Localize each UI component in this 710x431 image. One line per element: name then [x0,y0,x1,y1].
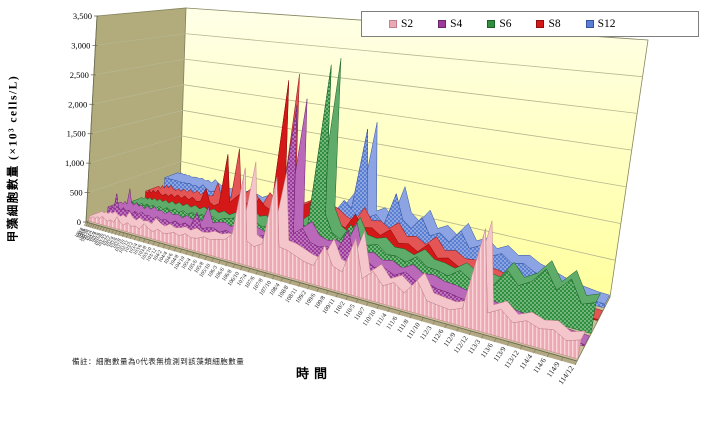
legend-swatch-s2 [389,20,397,28]
legend-label-s12: S12 [597,18,616,30]
y-tick-label: 1,500 [67,129,86,139]
legend-swatch-s8 [536,20,545,28]
x-tick-label: 103/6 [132,243,144,256]
legend-item-s8: S8 [536,18,561,30]
y-tick-label: 1,000 [65,158,84,168]
y-tick-label: 3,000 [71,40,90,50]
x-tick-label: 102/6 [109,237,120,250]
x-tick-label: 100/4 [74,227,85,239]
legend: S2 S4 S6 S8 S12 [361,11,699,37]
legend-swatch-s6 [487,20,496,28]
legend-item-s2: S2 [389,18,413,30]
x-tick-label: 102/2 [102,235,113,248]
x-tick-label: 103/4 [128,242,140,255]
y-axis-title: 甲藻細胞數量 (×10³ cells/L) [7,74,20,243]
x-tick-label: 100/6 [76,227,87,239]
y-tick-label: 500 [70,188,83,198]
legend-item-s6: S6 [487,18,511,30]
x-tick-label: 103/2 [123,241,135,254]
x-tick-label: 103/8 [137,244,149,257]
legend-swatch-s4 [438,20,447,28]
x-tick-label: 100/8 [78,228,89,240]
y-tick-label: 2,000 [68,99,87,109]
chart-footnote: 備註：細胞數量為0代表無檢測到該藻類細胞數量 [72,357,245,366]
legend-item-s4: S4 [438,18,462,30]
y-axis: 0 500 1,000 1,500 2,000 2,500 3,000 3,500 [65,11,99,227]
legend-item-s12: S12 [585,18,616,30]
y-tick-label: 0 [77,217,81,227]
x-tick-label: 102/4 [105,236,116,249]
x-tick-label: 102/8 [112,238,123,251]
legend-label-s8: S8 [548,18,561,30]
y-tick-label: 3,500 [73,11,92,21]
legend-label-s2: S2 [401,18,414,30]
x-tick-label: 101/4 [87,231,98,243]
legend-label-s4: S4 [450,18,463,30]
x-axis-title: 時間 [296,366,333,381]
x-tick-label: 101/2 [85,230,96,242]
x-tick-label: 101/8 [93,232,104,244]
legend-swatch-s12 [585,20,594,28]
y-tick-label: 2,500 [70,70,89,80]
series-ribbons [88,58,610,360]
gridlines [87,33,643,261]
x-tick-label: 101/6 [90,231,101,243]
legend-label-s6: S6 [499,18,512,30]
